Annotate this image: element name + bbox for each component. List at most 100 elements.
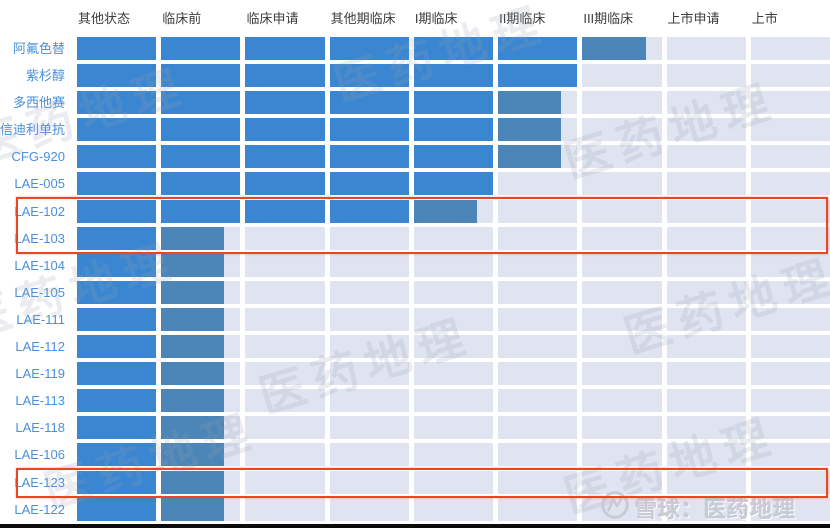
stage-cell-empty xyxy=(329,443,409,467)
row-label: LAE-106 xyxy=(14,447,65,463)
stage-cell-empty xyxy=(582,118,662,142)
stage-cell-completed xyxy=(77,307,157,331)
pipeline-row-LAE-111: LAE-111 xyxy=(0,307,830,331)
stage-cell-empty xyxy=(750,91,830,115)
stage-header-6: II期临床 xyxy=(499,11,546,26)
stage-header-3: 临床申请 xyxy=(246,11,299,26)
stage-cell-current xyxy=(161,335,241,359)
stage-cell-current xyxy=(161,389,241,413)
stage-cell-empty xyxy=(245,253,325,277)
stage-cell-completed xyxy=(413,118,494,142)
stage-cell-empty xyxy=(750,497,830,521)
row-label: LAE-122 xyxy=(14,501,65,517)
stage-cell-current xyxy=(498,91,578,115)
stage-cell-empty xyxy=(498,497,578,521)
row-label: LAE-005 xyxy=(14,176,65,192)
stage-cell-empty xyxy=(666,145,746,169)
stage-cell-empty xyxy=(666,280,746,304)
stage-header-8: 上市申请 xyxy=(667,11,720,26)
stage-cell-empty xyxy=(582,64,662,88)
stage-cell-empty xyxy=(498,362,578,386)
stage-cell-empty xyxy=(750,389,830,413)
stage-cell-empty xyxy=(498,389,578,413)
row-label: 阿氟色替 xyxy=(12,41,65,56)
stage-cell-completed xyxy=(413,145,494,169)
stage-cell-completed xyxy=(77,416,157,440)
stage-cell-completed xyxy=(413,172,494,196)
row-label: LAE-103 xyxy=(14,230,65,246)
stage-cell-empty xyxy=(329,362,409,386)
stage-cell-empty xyxy=(666,37,746,60)
stage-cell-completed xyxy=(161,91,241,115)
stage-cell-empty xyxy=(582,172,662,196)
stage-cell-current xyxy=(498,118,578,142)
stage-cell-current xyxy=(161,416,241,440)
stage-cell-current xyxy=(161,226,241,250)
stage-cell-empty xyxy=(750,470,830,494)
stage-cell-completed xyxy=(77,335,157,359)
pipeline-row-LAE-005: LAE-005 xyxy=(0,172,830,196)
stage-cell-empty xyxy=(750,172,830,196)
stage-cell-completed xyxy=(77,172,157,196)
stage-cell-empty xyxy=(582,335,662,359)
stage-header-row: 其他状态 临床前 临床申请 其他期临床 I期临床 II期临床 III期临床 上市申请 上市 xyxy=(0,9,830,29)
stage-cell-empty xyxy=(498,199,578,223)
stage-cell-empty xyxy=(245,470,325,494)
row-label: LAE-118 xyxy=(15,420,65,436)
stage-cell-current xyxy=(161,280,241,304)
stage-cell-completed xyxy=(161,199,241,223)
stage-cell-empty xyxy=(666,443,746,467)
pipeline-row-紫杉醇: 紫杉醇 xyxy=(0,64,830,88)
stage-cell-empty xyxy=(413,307,494,331)
stage-cell-empty xyxy=(245,307,325,331)
stage-header-4: 其他期临床 xyxy=(330,11,396,26)
stage-cell-empty xyxy=(666,362,746,386)
stage-cell-completed xyxy=(77,145,157,169)
stage-cell-empty xyxy=(750,199,830,223)
stage-cell-empty xyxy=(666,118,746,142)
stage-cell-empty xyxy=(666,64,746,88)
stage-cell-empty xyxy=(245,443,325,467)
stage-cell-empty xyxy=(582,470,662,494)
stage-cell-current xyxy=(161,470,241,494)
stage-cell-empty xyxy=(750,37,830,60)
stage-cell-empty xyxy=(413,389,494,413)
stage-cell-empty xyxy=(666,497,746,521)
stage-cell-empty xyxy=(329,280,409,304)
stage-cell-completed xyxy=(245,118,325,142)
stage-cell-empty xyxy=(329,307,409,331)
stage-cell-empty xyxy=(582,253,662,277)
stage-cell-empty xyxy=(329,226,409,250)
stage-cell-completed xyxy=(77,199,157,223)
stage-cell-completed xyxy=(77,470,157,494)
stage-cell-completed xyxy=(77,91,157,115)
stage-cell-empty xyxy=(750,362,830,386)
stage-cell-empty xyxy=(413,280,494,304)
pipeline-row-LAE-119: LAE-119 xyxy=(0,362,830,386)
stage-cell-empty xyxy=(329,253,409,277)
stage-cell-empty xyxy=(413,335,494,359)
pipeline-row-LAE-106: LAE-106 xyxy=(0,443,830,467)
stage-cell-empty xyxy=(666,91,746,115)
stage-header-5: I期临床 xyxy=(414,11,458,26)
stage-cell-completed xyxy=(245,91,325,115)
row-label: LAE-104 xyxy=(14,257,65,273)
stage-cell-empty xyxy=(582,145,662,169)
row-label: 信迪利单抗 xyxy=(0,122,66,138)
stage-cell-current xyxy=(498,145,578,169)
stage-cell-completed xyxy=(498,37,578,60)
stage-cell-completed xyxy=(161,64,241,88)
stage-cell-empty xyxy=(750,253,830,277)
stage-cell-empty xyxy=(666,389,746,413)
pipeline-rows: 阿氟色替 紫杉醇 多西他赛 信迪利单抗 CFG-920 LAE-005 LAE-102 LAE… xyxy=(0,37,830,525)
stage-cell-empty xyxy=(329,470,409,494)
stage-cell-empty xyxy=(498,172,578,196)
pipeline-row-LAE-123: LAE-123 xyxy=(0,470,830,494)
pipeline-row-LAE-118: LAE-118 xyxy=(0,416,830,440)
stage-cell-completed xyxy=(329,64,409,88)
stage-header-9: 上市 xyxy=(751,11,778,26)
stage-cell-empty xyxy=(245,226,325,250)
stage-cell-empty xyxy=(413,416,494,440)
stage-header-1: 其他状态 xyxy=(78,11,131,26)
